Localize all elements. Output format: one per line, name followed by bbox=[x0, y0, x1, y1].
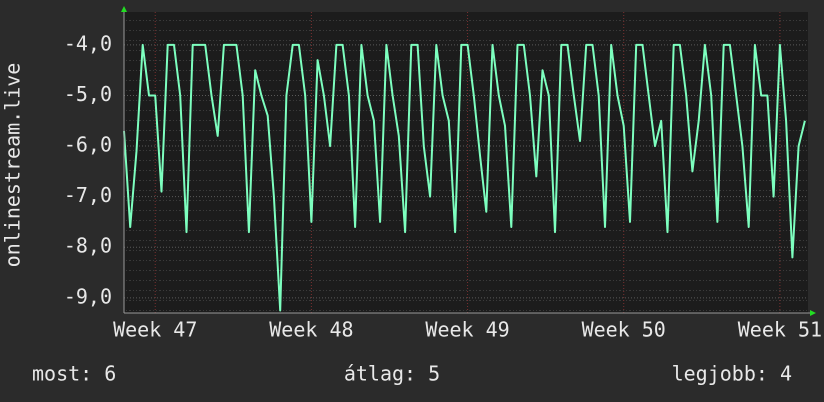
y-tick-label: -5,0 bbox=[64, 82, 112, 106]
y-axis-label: onlinestream.live bbox=[1, 63, 25, 268]
data-line bbox=[123, 43, 806, 312]
legend-best: legjobb: 4 bbox=[672, 362, 792, 386]
y-tick-label: -7,0 bbox=[64, 183, 112, 207]
x-tick-label: Week 48 bbox=[269, 318, 353, 342]
y-tick-label: -8,0 bbox=[64, 234, 112, 258]
axis-arrow bbox=[810, 310, 816, 316]
y-tick-label: -9,0 bbox=[64, 284, 112, 308]
legend-average: átlag: 5 bbox=[344, 362, 440, 386]
axis-arrow bbox=[121, 6, 127, 12]
x-tick-label: Week 47 bbox=[113, 318, 197, 342]
y-tick-label: -4,0 bbox=[64, 31, 112, 55]
x-tick-label: Week 49 bbox=[425, 318, 509, 342]
y-tick-label: -6,0 bbox=[64, 133, 112, 157]
x-tick-label: Week 50 bbox=[582, 318, 666, 342]
minor-grid bbox=[124, 12, 808, 313]
x-tick-label: Week 51 bbox=[738, 318, 822, 342]
legend-current: most: 6 bbox=[32, 362, 116, 386]
